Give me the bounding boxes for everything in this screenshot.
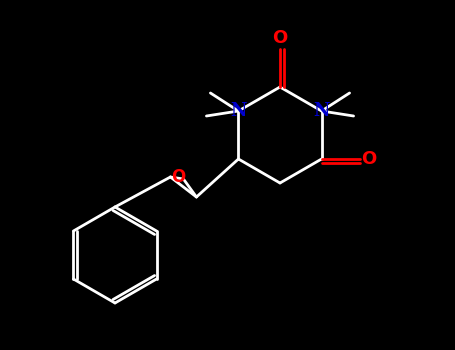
Text: N: N [313, 102, 330, 120]
Text: O: O [362, 150, 377, 168]
Text: O: O [273, 29, 288, 47]
Text: O: O [171, 168, 186, 186]
Text: N: N [230, 102, 247, 120]
